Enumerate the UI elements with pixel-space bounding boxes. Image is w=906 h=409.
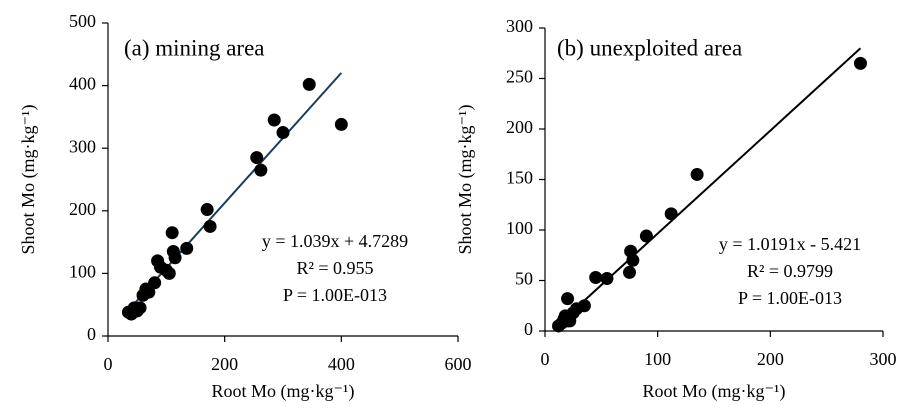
y-tick-label: 150 [506,168,533,188]
x-tick-label: 200 [757,349,784,369]
point [162,266,176,280]
point [600,271,614,285]
point [690,167,704,181]
point [168,251,182,265]
point [133,301,147,315]
x-axis-label: Root Mo (mg·kg⁻¹) [212,381,355,402]
annotation: R² = 0.955 [296,258,373,278]
chart-title: (b) unexploited area [557,35,742,60]
x-tick-label: 0 [104,354,113,374]
point [165,226,179,240]
point [577,299,591,313]
x-tick-label: 100 [644,349,671,369]
point [302,77,316,91]
point [626,253,640,267]
y-tick-label: 400 [69,74,96,94]
y-tick-label: 300 [69,136,96,156]
y-tick-label: 300 [506,16,533,36]
point [664,207,678,221]
x-tick-label: 0 [541,349,550,369]
point [142,285,156,299]
point [200,203,214,217]
y-tick-label: 250 [506,67,533,87]
x-tick-label: 300 [870,349,897,369]
chart-title: (a) mining area [124,35,264,60]
x-tick-label: 200 [211,354,238,374]
point [623,265,636,279]
y-tick-label: 0 [524,319,533,339]
annotation: P = 1.00E-013 [738,288,842,308]
y-tick-label: 200 [69,199,96,219]
point [250,151,264,165]
annotation: P = 1.00E-013 [283,285,387,305]
annotation: R² = 0.9799 [747,261,833,281]
x-tick-label: 600 [445,354,472,374]
x-axis-label: Root Mo (mg·kg⁻¹) [643,381,786,402]
y-tick-label: 100 [506,218,533,238]
point [853,56,867,70]
y-tick-label: 0 [87,324,96,344]
point [203,219,217,233]
y-axis-label: Shoot Mo (mg·kg⁻¹) [18,105,39,255]
y-axis-label: Shoot Mo (mg·kg⁻¹) [455,105,476,255]
point [589,270,603,284]
point [148,276,162,290]
point [267,113,281,127]
y-tick-label: 100 [69,262,96,282]
point [561,292,575,306]
point [639,229,653,243]
point [334,117,348,131]
annotation: y = 1.0191x - 5.421 [719,234,861,254]
point [180,241,194,255]
y-tick-label: 200 [506,117,533,137]
x-tick-label: 400 [328,354,355,374]
annotation: y = 1.039x + 4.7289 [262,231,408,251]
point [254,163,268,177]
y-tick-label: 500 [69,11,96,31]
point [276,126,290,140]
y-tick-label: 50 [515,269,533,289]
